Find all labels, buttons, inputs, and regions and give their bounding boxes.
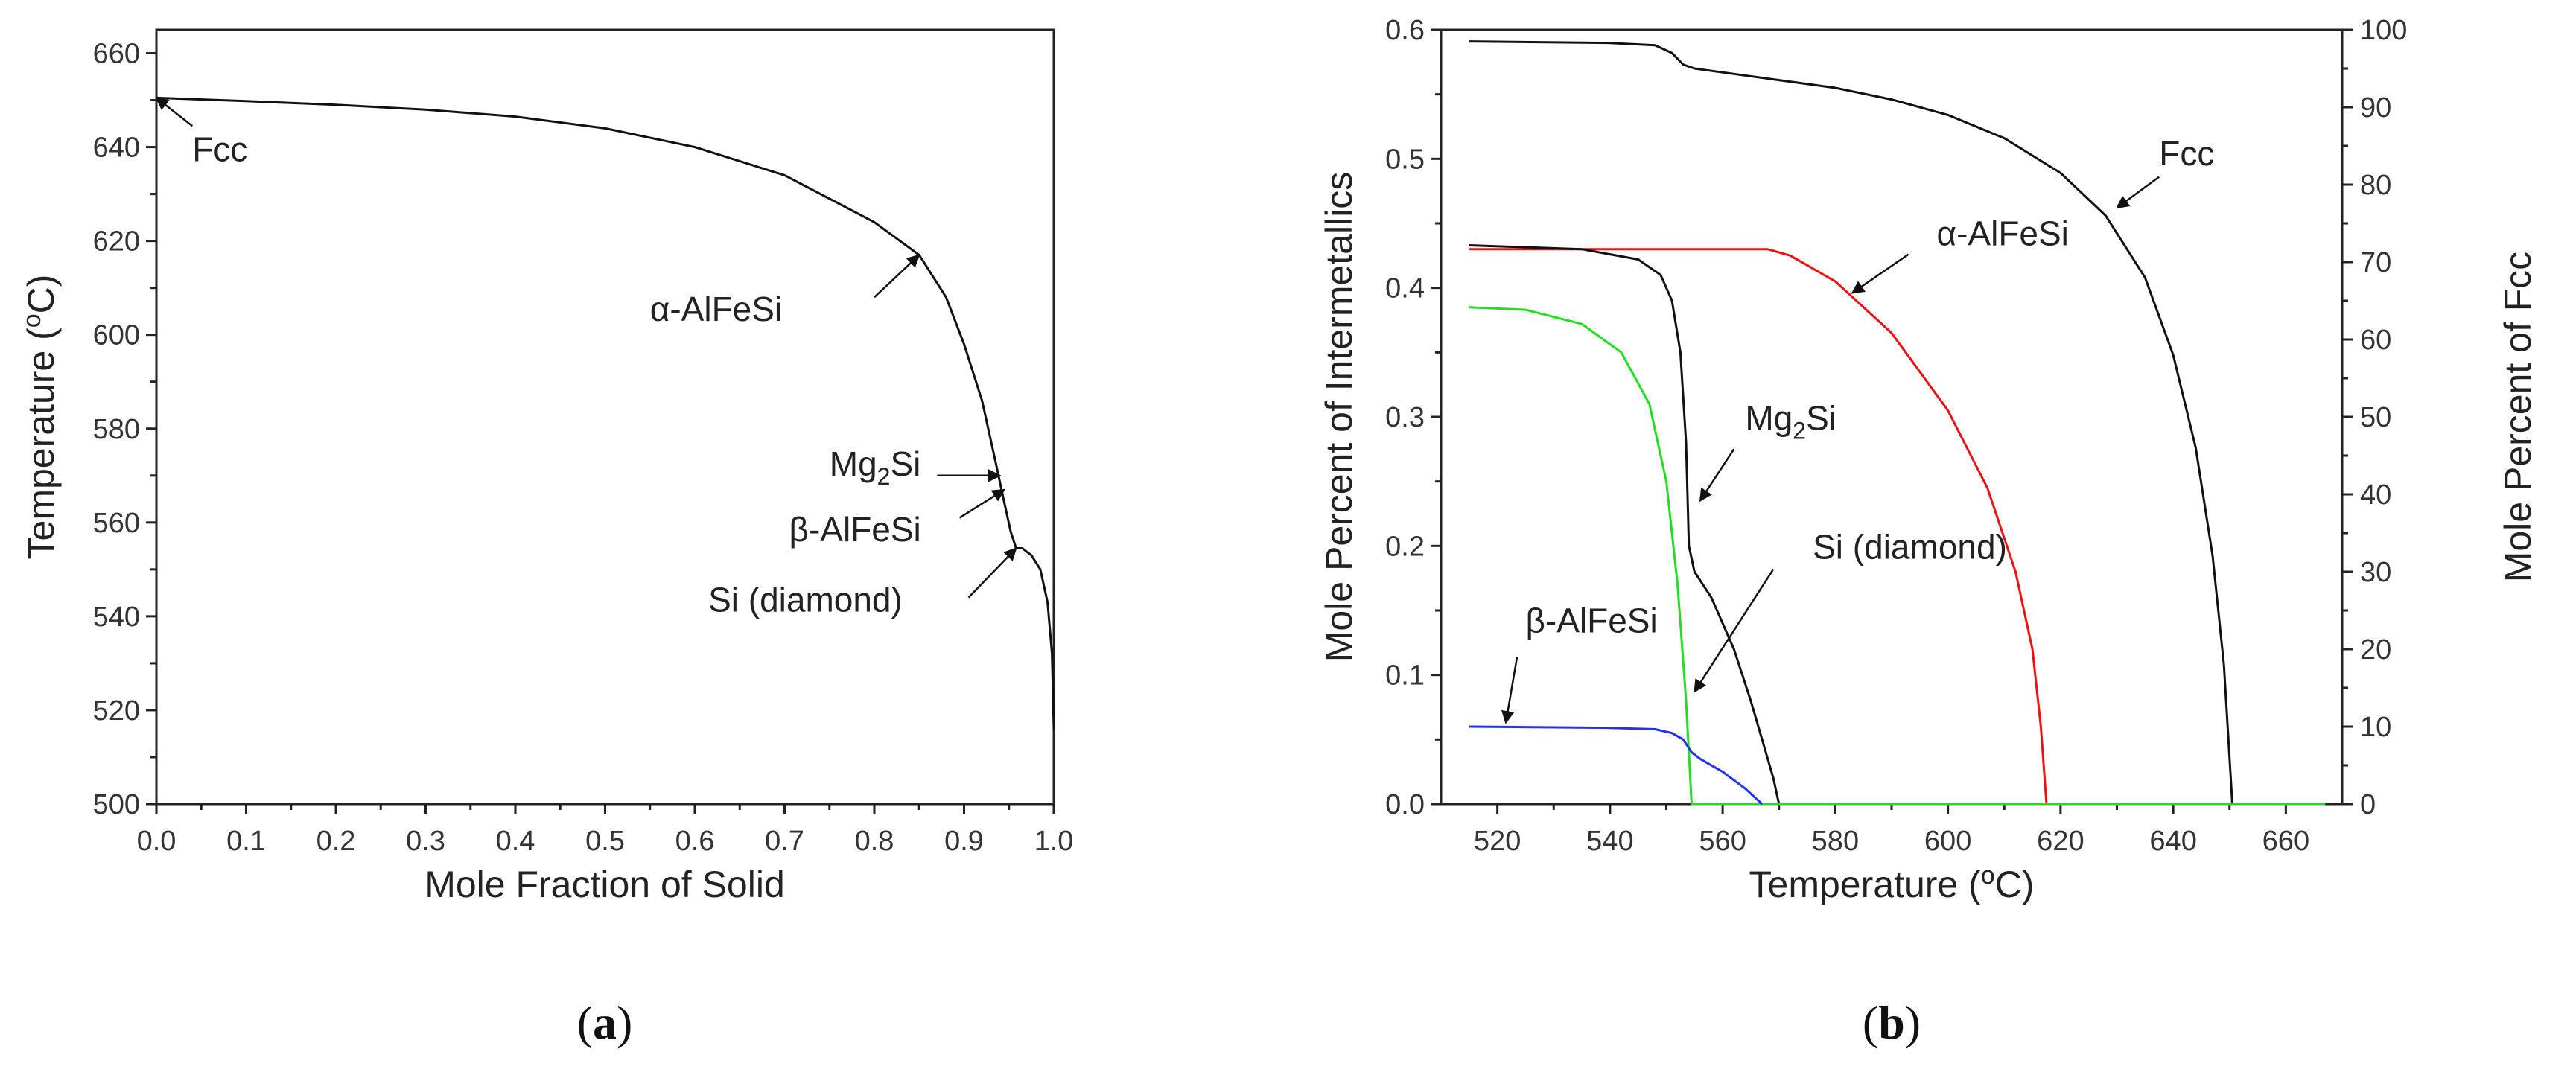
- b-series-mg2si: [1469, 244, 2326, 806]
- panel-b: 520 540 560 580 600 620 640 6600.00.10.20.30.40…: [1318, 15, 2539, 1049]
- a-ticks: 0.0 0.1 0.2 0.3 0.4 0.5 0.6 0.7 0.8 0.9 1.0 500 520 5…: [93, 39, 1074, 857]
- b-annotation-label: Fcc: [2159, 134, 2214, 173]
- b-y2-tick-label: 50: [2360, 402, 2391, 433]
- b-y2-tick-label: 0: [2360, 789, 2376, 820]
- b-annotation-label: Si (diamond): [1813, 528, 2007, 567]
- a-x-tick-label: 0.4: [496, 826, 535, 857]
- plot-frame-a: [155, 28, 1055, 806]
- b-x-tick-label: 580: [1812, 826, 1859, 857]
- a-x-tick-label: 0.3: [406, 826, 445, 857]
- b-series: [1469, 40, 2326, 806]
- a-series: [156, 96, 1055, 730]
- a-x-tick-label: 0.9: [944, 826, 984, 857]
- a-y-tick-label: 560: [93, 508, 140, 539]
- b-y-tick-label: 0.0: [1385, 789, 1425, 820]
- a-annotation-arrow: [958, 488, 1006, 519]
- b-y2-tick-label: 40: [2360, 479, 2391, 511]
- b-y-axis-title: Mole Percent of Intermetallics: [1318, 172, 1360, 663]
- b-y-tick-label: 0.4: [1385, 273, 1425, 304]
- b-y2-tick-label: 30: [2360, 557, 2391, 588]
- b-annotation-arrow: [1694, 568, 1775, 693]
- b-y2-tick-label: 20: [2360, 634, 2391, 666]
- b-x-axis-title: Temperature (oC): [1749, 861, 2035, 905]
- a-annotation-label: Si (diamond): [708, 581, 903, 619]
- b-y-tick-label: 0.5: [1385, 144, 1425, 175]
- b-x-tick-label: 520: [1474, 826, 1521, 857]
- b-y2-tick-label: 100: [2360, 15, 2407, 46]
- a-x-axis-title: Mole Fraction of Solid: [424, 864, 785, 905]
- a-x-tick-label: 0.2: [317, 826, 356, 857]
- b-series-si-diamond-: [1469, 306, 2326, 806]
- b-y-tick-label: 0.3: [1385, 402, 1425, 433]
- b-y2-tick-label: 90: [2360, 92, 2391, 124]
- b-annotation-label: α-AlFeSi: [1937, 214, 2069, 252]
- a-annotation-arrow: [967, 547, 1017, 599]
- a-x-tick-label: 0.1: [226, 826, 266, 857]
- b-y2-tick-label: 10: [2360, 712, 2391, 743]
- a-y-tick-label: 540: [93, 602, 140, 633]
- a-x-tick-label: 0.6: [675, 826, 715, 857]
- a-annotation-label: Mg2Si: [830, 444, 921, 490]
- b-annotation-label: Mg2Si: [1745, 398, 1836, 444]
- b-x-tick-label: 620: [2037, 826, 2084, 857]
- b-series-fcc: [1469, 40, 2326, 806]
- a-x-tick-label: 1.0: [1034, 826, 1074, 857]
- a-y-tick-label: 580: [93, 414, 140, 445]
- b-y2-tick-label: 70: [2360, 247, 2391, 278]
- a-y-tick-label: 660: [93, 39, 140, 70]
- a-annotation-label: α-AlFeSi: [650, 290, 782, 328]
- b-ticks: 520 540 560 580 600 620 640 6600.00.10.20.30.40…: [1385, 15, 2407, 857]
- b-annotations: Fcc α-AlFeSi Mg2Si Si (diamond) β-AlFeSi: [1501, 134, 2214, 724]
- b-annotation-label: β-AlFeSi: [1525, 601, 1657, 640]
- a-x-tick-label: 0.0: [137, 826, 176, 857]
- a-y-tick-label: 500: [93, 789, 140, 820]
- panel-label-b: (b): [1863, 996, 1921, 1049]
- a-annotations: Fcc α-AlFeSi Mg2Si β-AlFeSi Si (diamond): [155, 97, 1017, 619]
- b-x-tick-label: 640: [2149, 826, 2196, 857]
- a-x-tick-label: 0.8: [855, 826, 894, 857]
- a-y-axis-title: Temperature (oC): [18, 275, 62, 560]
- b-x-tick-label: 560: [1699, 826, 1746, 857]
- b-x-tick-label: 540: [1586, 826, 1633, 857]
- b-y2-tick-label: 80: [2360, 170, 2391, 201]
- b-y2-axis-title: Mole Percent of Fcc: [2497, 252, 2539, 583]
- b-x-tick-label: 600: [1924, 826, 1971, 857]
- b-y-tick-label: 0.1: [1385, 660, 1425, 692]
- a-annotation-arrow: [155, 97, 193, 127]
- b-y-tick-label: 0.2: [1385, 531, 1425, 562]
- a-annotation-label: β-AlFeSi: [789, 510, 921, 549]
- b-series--alfesi: [1469, 725, 1764, 806]
- b-y-tick-label: 0.6: [1385, 15, 1425, 46]
- b-annotation-arrow: [1851, 253, 1909, 294]
- b-annotation-arrow: [1501, 657, 1518, 724]
- b-y2-tick-label: 60: [2360, 325, 2391, 356]
- panel-a: 0.0 0.1 0.2 0.3 0.4 0.5 0.6 0.7 0.8 0.9 1.0 500 520 5…: [18, 28, 1074, 1049]
- b-annotation-arrow: [1699, 448, 1735, 503]
- panel-label-a: (a): [577, 996, 633, 1049]
- a-y-tick-label: 620: [93, 226, 140, 258]
- a-series-solid-fraction: [156, 96, 1055, 730]
- b-series--alfesi: [1469, 248, 2326, 806]
- b-x-tick-label: 660: [2262, 826, 2309, 857]
- a-y-tick-label: 520: [93, 695, 140, 727]
- a-x-tick-label: 0.7: [765, 826, 804, 857]
- a-annotation-arrow: [874, 254, 920, 299]
- a-x-tick-label: 0.5: [585, 826, 625, 857]
- a-y-tick-label: 600: [93, 320, 140, 351]
- a-y-tick-label: 640: [93, 133, 140, 164]
- b-annotation-arrow: [2116, 176, 2160, 209]
- a-annotation-label: Fcc: [192, 130, 247, 168]
